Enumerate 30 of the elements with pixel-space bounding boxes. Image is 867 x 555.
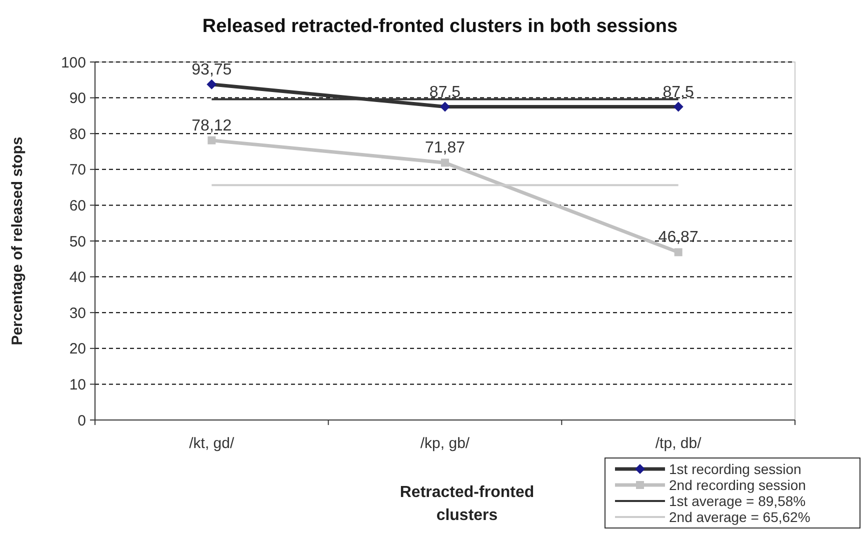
legend-label: 2nd average = 65,62% <box>669 508 810 525</box>
data-label: 87,5 <box>662 84 694 101</box>
point <box>441 158 449 167</box>
x-axis-title: Retracted-fronted clusters <box>400 484 534 524</box>
y-tick-label: 70 <box>69 162 86 179</box>
legend-label: 2nd recording session <box>669 476 806 493</box>
y-tick-label: 40 <box>69 269 86 286</box>
y-tick-label: 30 <box>69 304 86 322</box>
y-tick-label: 100 <box>60 54 86 72</box>
y-tick-label: 90 <box>69 90 86 108</box>
y-tick-label: 80 <box>69 126 86 143</box>
x-tick-label: /kt, gd/ <box>189 435 236 452</box>
y-axis-title: Percentage of released stops <box>9 136 26 346</box>
y-tick-label: 50 <box>69 233 86 250</box>
point <box>674 248 682 256</box>
x-tick-label: /tp, db/ <box>655 435 702 452</box>
chart-title: Released retracted-fronted clusters in both sessions <box>202 16 678 37</box>
y-tick-label: 60 <box>69 197 86 214</box>
legend-label: 1st recording session <box>669 460 802 477</box>
y-tick-label: 10 <box>69 376 86 394</box>
data-label: 46,87 <box>658 229 698 246</box>
legend-label: 1st average = 89,58% <box>669 492 806 509</box>
y-tick-label: 0 <box>78 412 86 430</box>
data-label: 93,75 <box>192 61 232 78</box>
data-label: 78,12 <box>192 117 232 134</box>
data-label: 71,87 <box>424 140 466 157</box>
y-tick-label: 20 <box>69 340 86 358</box>
x-tick-label: /kp, gb/ <box>420 435 470 452</box>
data-label: 87,5 <box>429 84 461 101</box>
point <box>208 136 216 144</box>
